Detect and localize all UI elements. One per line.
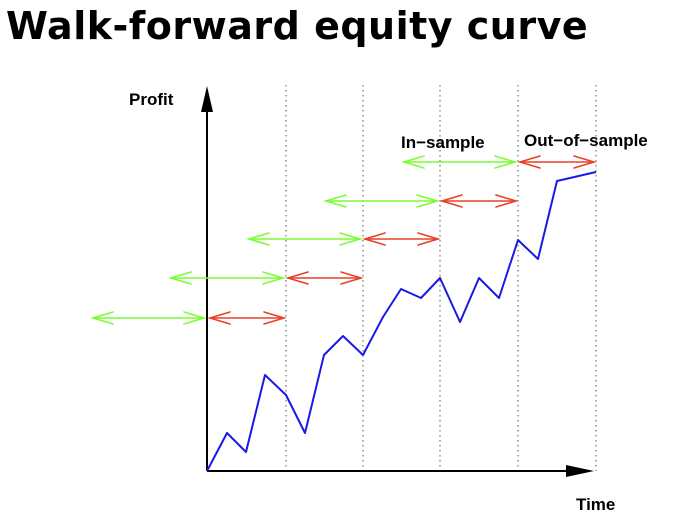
- x-axis-label: Time: [576, 495, 615, 514]
- in-sample-arrow: [246, 232, 363, 246]
- in-sample-arrow: [323, 194, 440, 208]
- in-sample-label: In−sample: [401, 133, 485, 152]
- in-sample-arrow: [401, 155, 518, 169]
- y-axis-arrowhead: [201, 86, 213, 112]
- out-of-sample-arrow: [207, 311, 287, 325]
- equity-curve: [206, 171, 597, 472]
- out-of-sample-arrow: [285, 271, 364, 285]
- x-axis-arrowhead: [566, 465, 594, 477]
- in-sample-arrow: [168, 271, 286, 285]
- out-of-sample-arrow: [362, 232, 441, 246]
- out-of-sample-label: Out−of−sample: [524, 131, 648, 150]
- page-title: Walk-forward equity curve: [6, 4, 589, 48]
- out-of-sample-arrow: [439, 194, 519, 208]
- window-arrows: [90, 155, 597, 325]
- in-sample-arrow: [90, 311, 207, 325]
- y-axis-label: Profit: [129, 90, 174, 109]
- out-of-sample-arrow: [517, 155, 597, 169]
- axes: [201, 86, 594, 477]
